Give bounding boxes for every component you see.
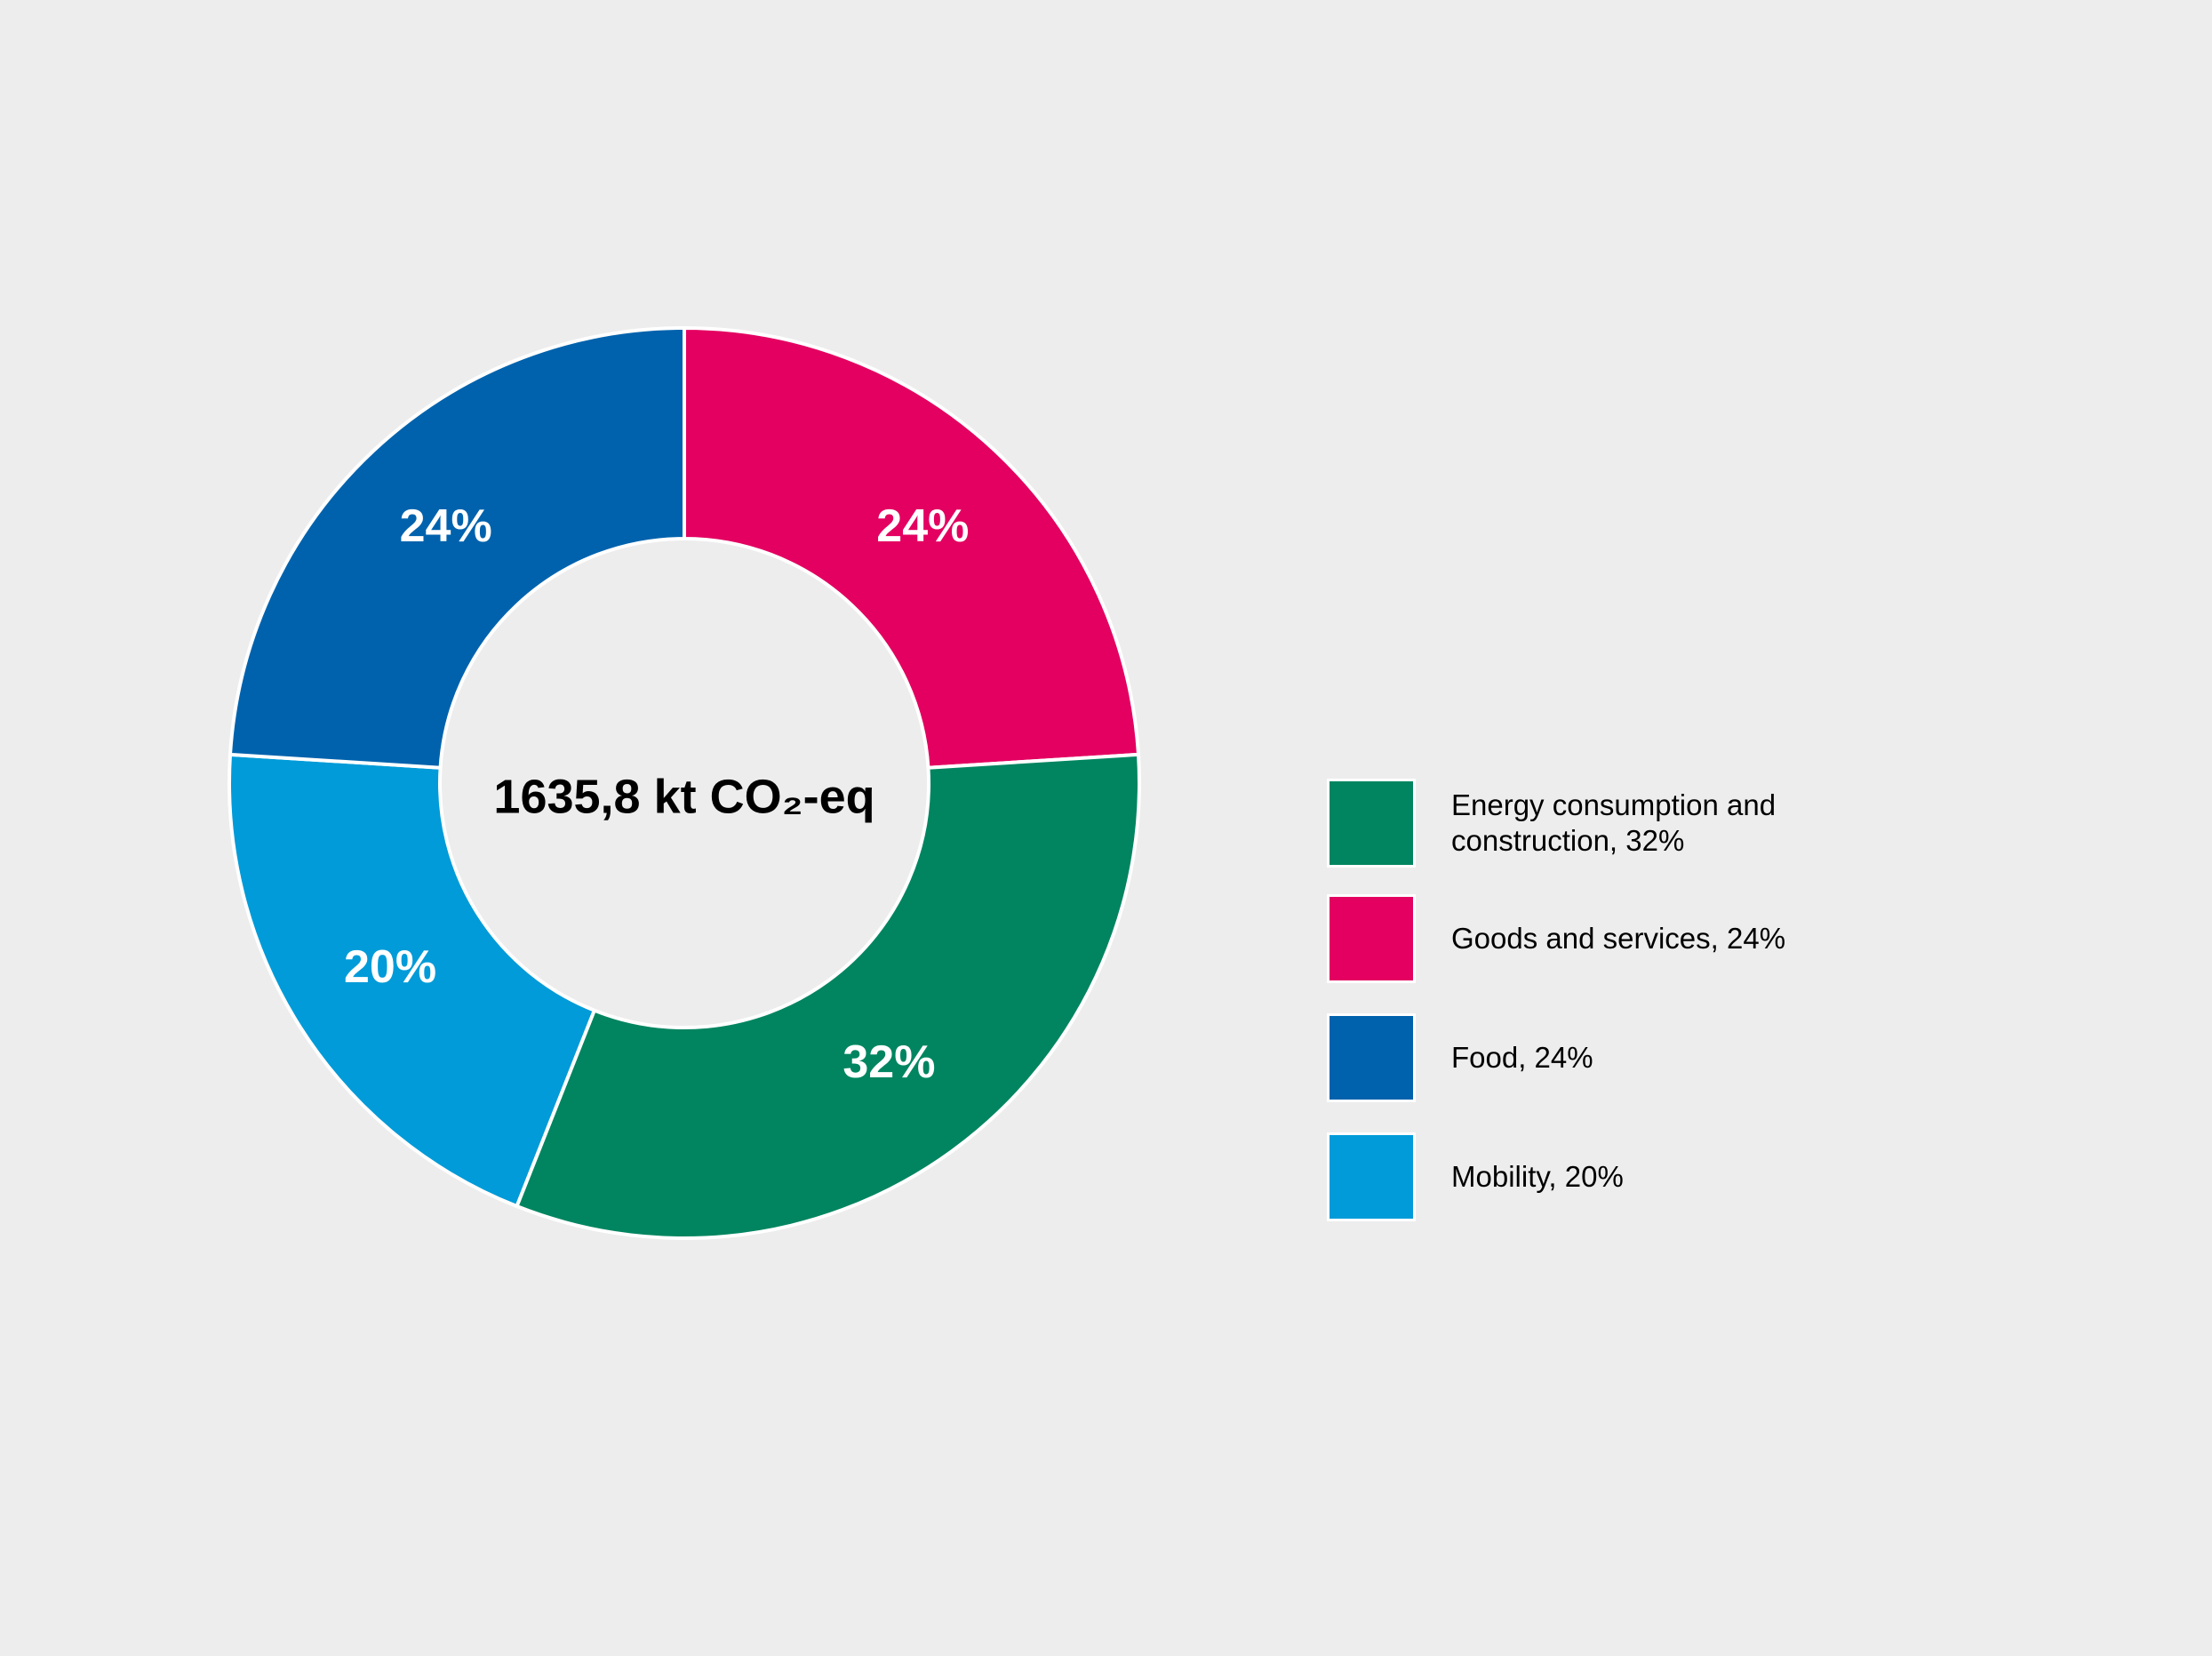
slice-value-label: 20% [344,941,436,993]
legend-item: Energy consumption and construction, 32% [1327,779,1949,868]
legend-swatch [1327,779,1416,868]
legend-label: Mobility, 20% [1451,1160,1624,1193]
legend-label: Energy consumption and construction, 32% [1451,788,1777,857]
legend-swatch [1327,1013,1416,1102]
slice-value-label: 24% [876,500,969,552]
donut-slices [228,325,1141,1240]
donut-slice-food [228,325,686,770]
donut-slice-mobility [228,752,597,1209]
legend-item: Goods and services, 24% [1327,894,1949,983]
legend-label: Goods and services, 24% [1451,922,1786,955]
legend-item: Mobility, 20% [1327,1132,1949,1221]
donut-slice-labels: 24% 32% 20% 24% [344,500,969,1088]
center-total-label: 1635,8 kt CO₂-eq [493,770,874,823]
legend-swatch [1327,894,1416,983]
legend-label: Food, 24% [1451,1041,1593,1074]
legend-item: Food, 24% [1327,1013,1949,1102]
legend-swatch [1327,1132,1416,1221]
slice-value-label: 24% [400,500,492,552]
donut-slice-energy-consumption-and-construction [514,752,1141,1240]
donut-slice-goods-and-services [683,325,1141,770]
slice-value-label: 32% [842,1036,935,1088]
